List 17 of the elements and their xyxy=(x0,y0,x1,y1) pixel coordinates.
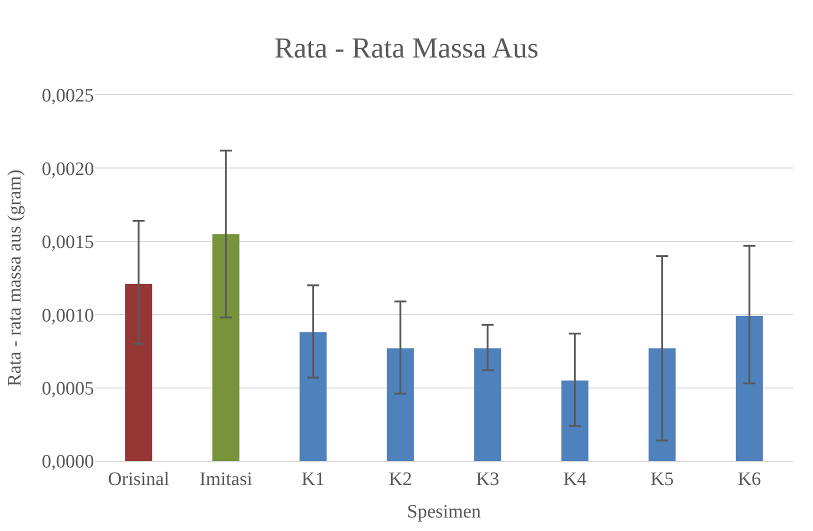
y-tick-label: 0,0010 xyxy=(42,305,94,326)
chart-title: Rata - Rata Massa Aus xyxy=(274,32,539,64)
y-tick-label: 0,0025 xyxy=(42,86,94,107)
x-tick-label: K1 xyxy=(302,468,325,490)
x-tick-label: K5 xyxy=(650,468,674,490)
x-tick-label: K2 xyxy=(388,468,412,490)
x-tick-label: K6 xyxy=(738,468,761,490)
x-tick-label: K4 xyxy=(563,468,587,490)
y-tick-label: 0,0020 xyxy=(42,158,94,180)
y-tick-label: 0,0015 xyxy=(42,232,94,254)
y-axis-title: Rata - rata massa aus (gram) xyxy=(4,170,26,386)
x-tick-label: Imitasi xyxy=(199,468,252,490)
x-axis-title: Spesimen xyxy=(407,502,482,523)
x-tick-label: Orisinal xyxy=(108,468,170,490)
y-tick-label: 0,0005 xyxy=(42,378,94,400)
x-tick-label: K3 xyxy=(476,468,500,490)
y-tick-label: 0,0000 xyxy=(42,452,94,473)
